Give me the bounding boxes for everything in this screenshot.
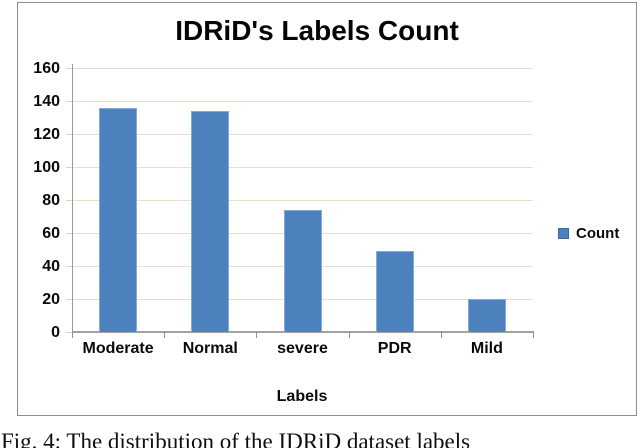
legend-count-swatch xyxy=(558,228,569,239)
gridline-100 xyxy=(72,167,533,168)
figure-caption: Fig. 4: The distribution of the IDRiD da… xyxy=(1,429,471,448)
legend: Count xyxy=(558,225,619,242)
y-axis xyxy=(72,64,73,338)
y-tick-120 xyxy=(66,134,72,135)
bar-mild xyxy=(467,299,506,332)
y-tick-label-60: 60 xyxy=(42,224,60,242)
y-tick-label-140: 140 xyxy=(33,92,60,110)
legend-count-label: Count xyxy=(576,225,620,242)
gridline-80 xyxy=(72,200,533,201)
y-tick-80 xyxy=(66,200,72,201)
plot-area: 0 20 40 60 80 100 120 140 160 Moderate Normal sever… xyxy=(18,3,636,415)
gridline-120 xyxy=(72,134,533,135)
chart-title: IDRiD's Labels Count xyxy=(175,15,459,46)
x-category-label-normal: Normal xyxy=(182,340,238,357)
x-category-label-mild: Mild xyxy=(470,340,503,357)
y-tick-60 xyxy=(66,233,72,234)
y-tick-label-80: 80 xyxy=(42,191,60,209)
x-tick-0 xyxy=(72,332,73,338)
x-tick-1 xyxy=(164,332,166,338)
y-tick-label-160: 160 xyxy=(33,59,60,77)
x-tick-5 xyxy=(533,332,534,338)
y-tick-label-40: 40 xyxy=(42,257,60,275)
x-axis-title: Labels xyxy=(276,388,328,405)
x-category-label-pdr: PDR xyxy=(377,340,412,357)
y-tick-140 xyxy=(66,101,72,102)
bar-moderate xyxy=(99,107,138,332)
gridline-160 xyxy=(72,68,533,69)
x-axis xyxy=(72,331,534,333)
x-category-label-moderate: Moderate xyxy=(82,340,154,357)
y-tick-160 xyxy=(66,68,72,69)
bar-normal xyxy=(191,110,230,332)
x-tick-4 xyxy=(440,332,442,338)
y-tick-label-120: 120 xyxy=(33,125,60,143)
y-tick-20 xyxy=(66,299,72,300)
x-tick-3 xyxy=(348,332,350,338)
y-tick-100 xyxy=(66,167,72,168)
chart-frame: IDRiD's Labels Count 0 20 40 60 80 100 120 140 1… xyxy=(17,2,637,416)
x-category-label-severe: severe xyxy=(277,340,328,357)
x-tick-2 xyxy=(256,332,258,338)
gridline-140 xyxy=(72,101,533,102)
y-tick-40 xyxy=(66,266,72,267)
bar-pdr xyxy=(375,251,414,332)
y-tick-label-0: 0 xyxy=(51,323,60,341)
bar-severe xyxy=(283,209,322,332)
y-tick-0 xyxy=(66,332,72,333)
y-tick-label-100: 100 xyxy=(33,158,60,176)
y-tick-label-20: 20 xyxy=(42,290,60,308)
